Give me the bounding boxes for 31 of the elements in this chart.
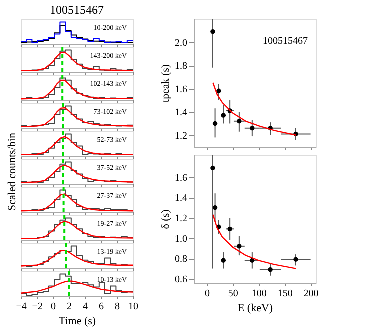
x-tick-label: 6 xyxy=(99,302,104,312)
x-tick-label: 8 xyxy=(115,302,120,312)
y-axis-title: tpeak (s) xyxy=(160,64,172,103)
y-tick-label: 1.2 xyxy=(175,213,188,224)
y-axis-title: δ (s) xyxy=(160,209,172,230)
y-tick-label: 1.6 xyxy=(175,84,188,96)
x-tick-label: 4 xyxy=(83,302,88,312)
x-tick-label: 200 xyxy=(304,288,319,300)
y-tick-label: 1.0 xyxy=(175,234,188,245)
x-tick-label: −4 xyxy=(16,302,27,312)
y-tick-label: 0.6 xyxy=(175,274,188,286)
x-tick-label: 0 xyxy=(204,288,210,300)
x-tick-label: 150 xyxy=(278,288,293,300)
x-axis-title: E (keV) xyxy=(238,302,274,314)
y-tick-label: 1.4 xyxy=(175,108,188,119)
y-tick-label: 1.4 xyxy=(175,193,188,204)
y-tick-label: 0.8 xyxy=(175,254,188,266)
x-tick-label: 10 xyxy=(128,302,138,312)
y-tick-label: 1.8 xyxy=(175,61,188,72)
y-axis-title: Scaled counts/bin xyxy=(6,132,18,211)
x-tick-label: 100 xyxy=(252,288,267,300)
x-tick-label: 0 xyxy=(51,302,56,312)
chart-title: 100515467 xyxy=(50,3,104,17)
y-tick-label: 1.6 xyxy=(175,172,188,184)
y-tick-label: 1.2 xyxy=(175,130,188,142)
x-tick-label: 2 xyxy=(67,302,72,312)
y-tick-label: 2.0 xyxy=(175,38,188,49)
x-tick-label: −2 xyxy=(32,302,43,312)
annotation: 100515467 xyxy=(263,36,308,47)
x-axis-title: Time (s) xyxy=(58,316,96,328)
x-tick-label: 50 xyxy=(228,288,238,300)
